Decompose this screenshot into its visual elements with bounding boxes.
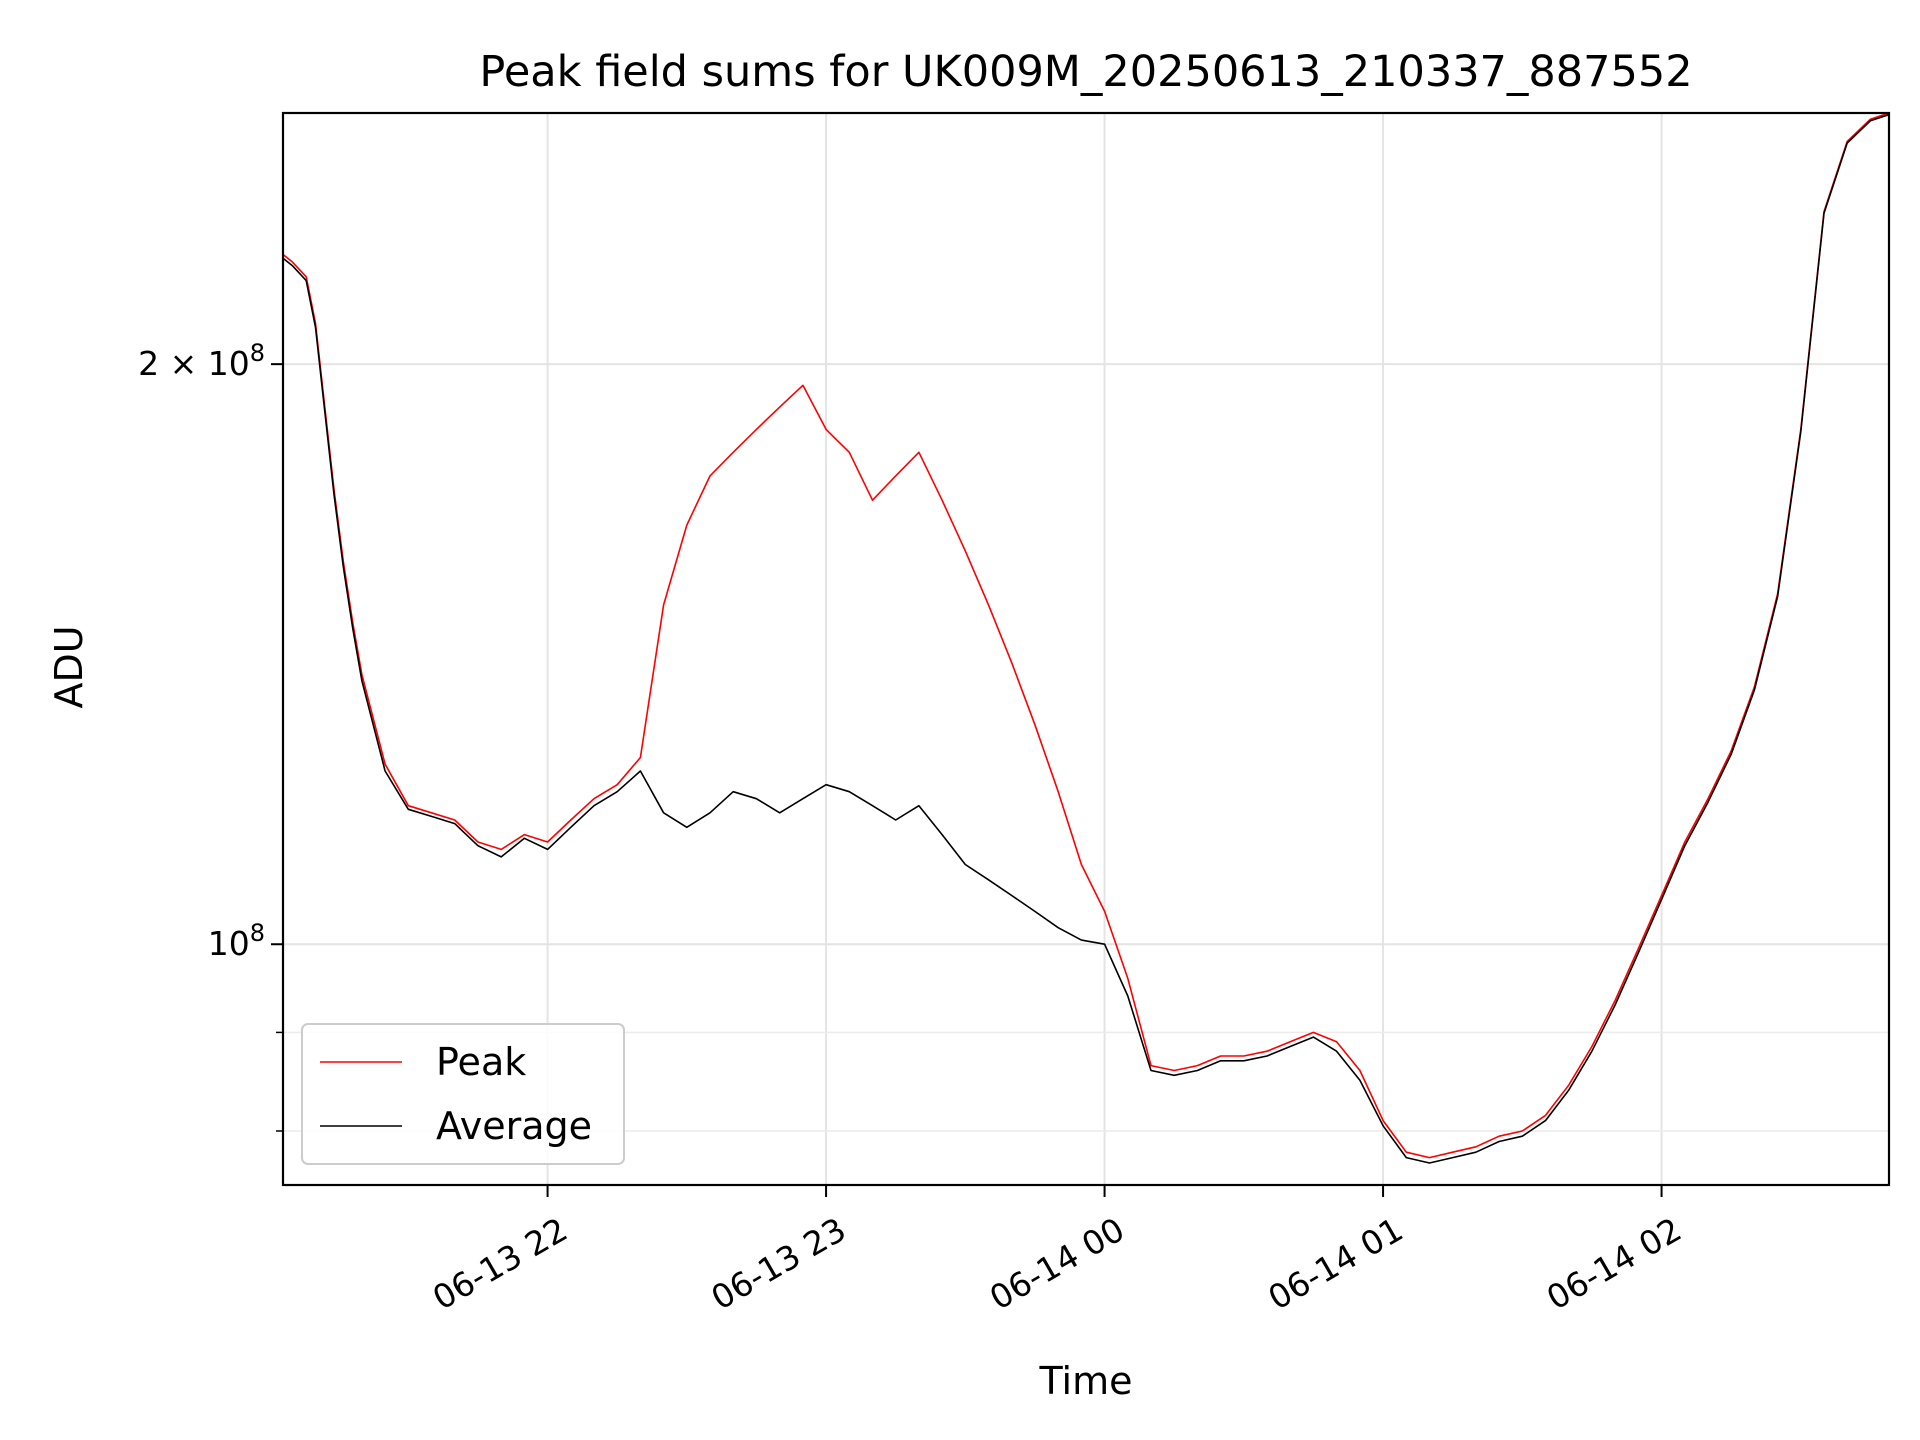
y-axis-label: ADU [47,625,91,708]
y-tick-label: 108 [208,919,265,963]
legend-label-average: Average [436,1104,592,1148]
y-tick-label: 2 × 108 [138,339,265,383]
plot-series [283,113,1889,1164]
plot-frame [281,111,1891,1187]
legend-box [301,1023,625,1165]
chart-legend: Peak Average [301,1023,625,1165]
grid-lines [283,113,1889,1185]
series-line-average [283,113,1889,1164]
series-line-peak [283,113,1889,1159]
legend-label-peak: Peak [436,1040,526,1084]
chart-title: Peak field sums for UK009M_20250613_2103… [479,47,1692,97]
x-axis-label: Time [1039,1359,1133,1403]
